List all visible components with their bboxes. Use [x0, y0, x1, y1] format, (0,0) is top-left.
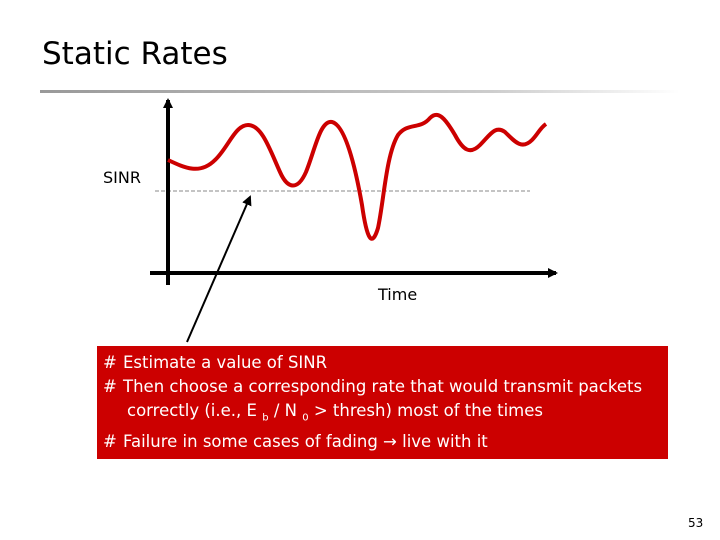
bullet: # Then choose a corresponding rate that w… [103, 375, 662, 399]
bullet-continuation: correctly (i.e., E b / N 0 > thresh) mos… [103, 399, 662, 430]
title-rule [40, 90, 680, 93]
text-part: correctly (i.e., E [127, 401, 257, 420]
bullet-text: Failure in some cases of fading → live w… [123, 432, 488, 452]
note-box: # Estimate a value of SINR # Then choose a… [97, 346, 668, 459]
slide-title: Static Rates [42, 36, 228, 72]
subscript: b [262, 412, 269, 424]
bullet-marker: # [103, 432, 117, 452]
text-part: > thresh) most of the times [313, 401, 543, 420]
y-axis-label: SINR [103, 168, 141, 187]
bullet-marker: # [103, 377, 117, 396]
bullet-marker: # [103, 353, 117, 372]
subscript: 0 [302, 412, 309, 424]
bullet: # Failure in some cases of fading → live … [103, 430, 662, 454]
text-part: / N [273, 401, 297, 420]
bullet: # Estimate a value of SINR [103, 351, 662, 375]
pointer-arrow [186, 195, 252, 343]
x-axis-label: Time [378, 285, 418, 304]
sinr-curve [167, 112, 548, 241]
bullet-text: Estimate a value of SINR [123, 353, 328, 372]
page-number: 53 [688, 516, 704, 530]
bullet-text: Then choose a corresponding rate that wo… [123, 377, 643, 396]
